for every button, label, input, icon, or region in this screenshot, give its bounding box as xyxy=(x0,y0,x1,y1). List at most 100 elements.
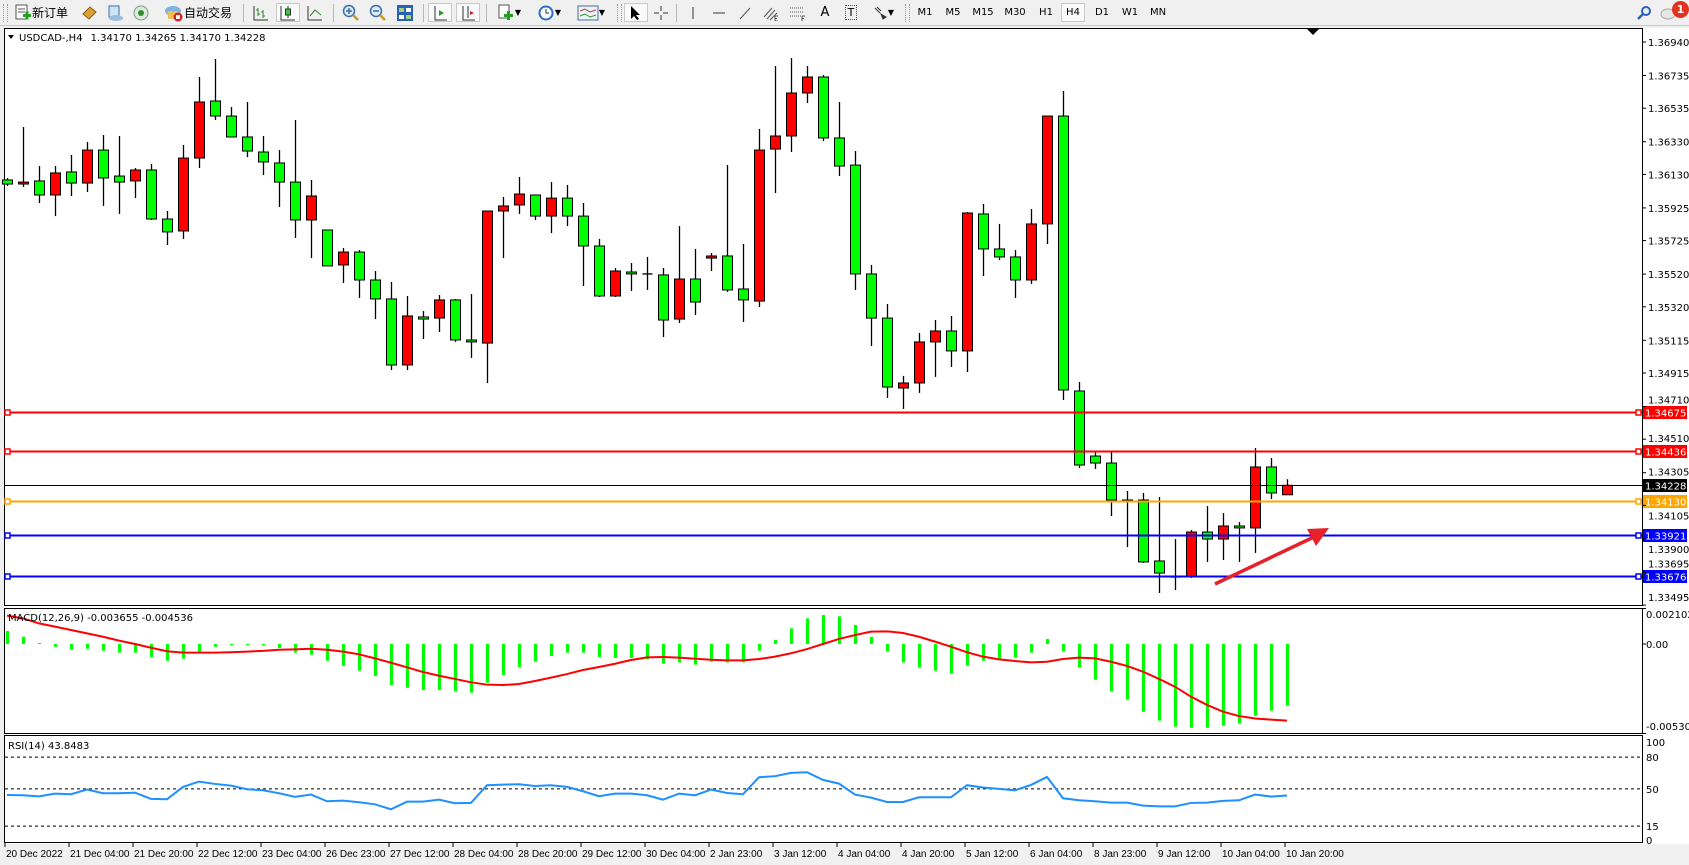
candle xyxy=(1026,209,1037,284)
timeframe-m1[interactable]: M1 xyxy=(917,7,933,18)
rsi-pane[interactable] xyxy=(4,735,1643,843)
chart-shift-marker-icon[interactable] xyxy=(1307,29,1319,35)
macd-histogram-bar xyxy=(182,644,185,659)
candle-body xyxy=(18,181,29,185)
ohlc-values: 1.34170 1.34265 1.34170 1.34228 xyxy=(91,33,266,44)
candle-body xyxy=(514,193,525,206)
macd-histogram-bar xyxy=(1110,644,1113,692)
cursor-tool-button[interactable] xyxy=(624,3,648,22)
timeframe-m5[interactable]: M5 xyxy=(945,7,961,18)
candle xyxy=(130,168,141,199)
data-window-button[interactable] xyxy=(104,3,126,22)
time-axis-label: 22 Dec 12:00 xyxy=(198,849,258,860)
candle-body xyxy=(962,212,973,352)
candle xyxy=(466,294,477,358)
new-chart-button[interactable]: ▼ xyxy=(492,3,526,22)
crosshair-tool-button[interactable] xyxy=(650,3,672,22)
macd-histogram-bar xyxy=(1286,644,1289,706)
candle-body xyxy=(594,245,605,297)
text-tool-button[interactable]: A xyxy=(814,3,836,22)
timeframe-h4[interactable]: H4 xyxy=(1061,3,1085,22)
candle-body xyxy=(178,157,189,232)
line-handle-left[interactable] xyxy=(4,532,11,539)
macd-histogram-bar xyxy=(662,644,665,664)
macd-histogram-bar xyxy=(694,644,697,665)
macd-pane[interactable] xyxy=(4,608,1643,734)
macd-histogram-bar xyxy=(918,644,921,668)
trendline-tool-button[interactable] xyxy=(734,3,756,22)
candle-body xyxy=(530,194,541,217)
horizontal-line-tool-button[interactable] xyxy=(708,3,730,22)
periodicity-button[interactable]: ▼ xyxy=(532,3,566,22)
rsi-axis-label: 15 xyxy=(1646,822,1659,833)
macd-histogram-bar xyxy=(1238,644,1241,724)
line-handle-right[interactable] xyxy=(1635,498,1642,505)
search-button[interactable] xyxy=(1634,3,1654,22)
candle-body xyxy=(82,149,93,184)
separator xyxy=(676,4,677,22)
fibonacci-tool-button[interactable] xyxy=(786,3,810,22)
price-label: 1.34436 xyxy=(1645,448,1686,459)
macd-histogram-bar xyxy=(758,644,761,651)
time-axis-label: 21 Dec 20:00 xyxy=(134,849,194,860)
vertical-line-tool-button[interactable] xyxy=(682,3,704,22)
line-handle-right[interactable] xyxy=(1635,409,1642,416)
rsi-line xyxy=(6,771,1288,811)
timeframe-m15[interactable]: M15 xyxy=(972,7,994,18)
notification-badge[interactable]: 1 xyxy=(1672,1,1689,18)
arrows-tool-button[interactable]: ▼ xyxy=(866,3,900,22)
timeframe-w1[interactable]: W1 xyxy=(1121,7,1139,18)
horizontal-line[interactable]: 1.33676 xyxy=(4,570,1687,584)
auto-scroll-icon xyxy=(434,5,447,20)
chart-shift-button[interactable] xyxy=(456,3,480,22)
macd-histogram-bar xyxy=(1030,644,1033,653)
collapse-arrow-icon[interactable] xyxy=(8,35,14,39)
candle-body xyxy=(434,299,445,319)
horizontal-line[interactable]: 1.33921 xyxy=(4,529,1687,543)
timeframe-m30[interactable]: M30 xyxy=(1004,7,1026,18)
zoom-out-button[interactable] xyxy=(367,3,389,22)
timeframe-d1[interactable]: D1 xyxy=(1094,7,1110,18)
main-price-pane[interactable] xyxy=(4,28,1643,606)
candles-layer xyxy=(2,58,1293,593)
toolbar-grip[interactable] xyxy=(3,4,8,22)
tile-windows-button[interactable] xyxy=(394,3,416,22)
macd-histogram-bar xyxy=(790,628,793,644)
text-label-tool-button[interactable]: T xyxy=(840,3,862,22)
line-handle-left[interactable] xyxy=(4,498,11,505)
template-icon xyxy=(577,5,599,20)
line-handle-left[interactable] xyxy=(4,409,11,416)
auto-scroll-button[interactable] xyxy=(428,3,452,22)
candle-body xyxy=(1218,525,1229,540)
line-handle-right[interactable] xyxy=(1635,448,1642,455)
zoom-in-button[interactable] xyxy=(340,3,362,22)
line-chart-button[interactable] xyxy=(304,3,326,22)
horizontal-line[interactable]: 1.34130 xyxy=(4,495,1687,509)
toolbar-grip[interactable] xyxy=(617,4,622,22)
auto-trading-button[interactable]: 自动交易 xyxy=(158,3,238,22)
line-handle-left[interactable] xyxy=(4,448,11,455)
timeframe-mn[interactable]: MN xyxy=(1149,7,1167,18)
templates-button[interactable]: ▼ xyxy=(572,3,610,22)
candlestick-chart-button[interactable] xyxy=(276,3,300,22)
macd-histogram-bar xyxy=(1126,644,1129,700)
line-handle-right[interactable] xyxy=(1635,532,1642,539)
tile-windows-icon xyxy=(397,4,413,21)
market-watch-button[interactable] xyxy=(78,3,100,22)
price-label-background xyxy=(1643,570,1687,583)
line-handle-right[interactable] xyxy=(1635,573,1642,580)
toolbar-grip[interactable] xyxy=(905,4,910,22)
candle-body xyxy=(818,76,829,139)
navigator-button[interactable] xyxy=(130,3,152,22)
candle xyxy=(754,128,765,307)
bar-chart-button[interactable] xyxy=(250,3,272,22)
line-handle-left[interactable] xyxy=(4,573,11,580)
horizontal-line[interactable]: 1.34675 xyxy=(4,406,1687,420)
timeframe-h1[interactable]: H1 xyxy=(1039,7,1053,18)
horizontal-line[interactable]: 1.34436 xyxy=(4,445,1687,459)
annotation-arrow[interactable] xyxy=(1214,528,1329,586)
equidistant-channel-tool-button[interactable] xyxy=(760,3,782,22)
macd-histogram-bar xyxy=(1206,644,1209,728)
new-order-button[interactable]: 新订单 xyxy=(10,3,72,22)
